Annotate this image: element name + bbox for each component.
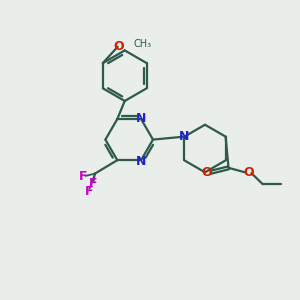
Text: N: N [136, 154, 146, 168]
Text: N: N [179, 130, 190, 143]
Text: F: F [85, 185, 93, 198]
Text: O: O [243, 166, 254, 179]
Text: F: F [89, 178, 98, 190]
Text: N: N [136, 112, 146, 124]
Text: CH₃: CH₃ [133, 39, 151, 49]
Text: F: F [79, 170, 87, 183]
Text: O: O [202, 166, 212, 179]
Text: O: O [114, 40, 124, 53]
